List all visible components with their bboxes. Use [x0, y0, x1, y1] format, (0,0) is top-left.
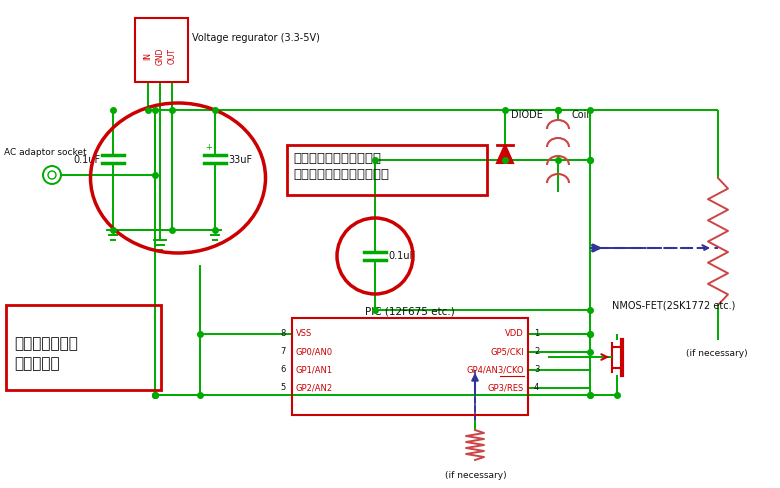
- Text: 5: 5: [281, 384, 286, 392]
- Text: OUT: OUT: [168, 48, 176, 64]
- Text: (if necessary): (if necessary): [445, 471, 507, 480]
- Text: GP4/AN3/CKO: GP4/AN3/CKO: [466, 366, 524, 374]
- Text: 0.1uF: 0.1uF: [388, 251, 415, 261]
- Text: PIC (12F675 etc.): PIC (12F675 etc.): [365, 306, 455, 316]
- Text: マイコンの誤動作防止用: マイコンの誤動作防止用: [293, 152, 381, 165]
- Text: GP5/CKI: GP5/CKI: [491, 347, 524, 357]
- Text: VSS: VSS: [296, 329, 312, 339]
- Text: GP1/AN1: GP1/AN1: [296, 366, 333, 374]
- Text: GP2/AN2: GP2/AN2: [296, 384, 333, 392]
- Text: 33uF: 33uF: [228, 155, 252, 165]
- Text: GP3/RES: GP3/RES: [488, 384, 524, 392]
- Text: 3: 3: [534, 366, 540, 374]
- Text: 0.1uF: 0.1uF: [73, 155, 100, 165]
- Bar: [292, 318, 528, 415]
- Text: 4: 4: [534, 384, 539, 392]
- Text: Coil: Coil: [572, 110, 590, 120]
- Text: （バイパス・コンデンサ）: （バイパス・コンデンサ）: [293, 168, 389, 181]
- Text: AC adaptor socket: AC adaptor socket: [4, 148, 87, 157]
- Text: GND: GND: [155, 47, 165, 65]
- Text: IN: IN: [144, 52, 153, 60]
- Text: レギュレータの: レギュレータの: [14, 336, 78, 351]
- Text: Voltage regurator (3.3-5V): Voltage regurator (3.3-5V): [192, 33, 320, 43]
- Text: 発振防止用: 発振防止用: [14, 356, 59, 371]
- Text: 1: 1: [534, 329, 539, 339]
- Text: (if necessary): (if necessary): [686, 349, 747, 358]
- Bar: [287, 145, 487, 195]
- Text: 6: 6: [281, 366, 286, 374]
- Bar: [6, 305, 161, 390]
- Text: NMOS-FET(2SK1772 etc.): NMOS-FET(2SK1772 etc.): [612, 300, 736, 310]
- Text: DIODE: DIODE: [511, 110, 543, 120]
- Text: 2: 2: [534, 347, 539, 357]
- Polygon shape: [497, 145, 513, 163]
- Text: 7: 7: [281, 347, 286, 357]
- Text: GP0/AN0: GP0/AN0: [296, 347, 333, 357]
- Text: VDD: VDD: [505, 329, 524, 339]
- Text: 8: 8: [281, 329, 286, 339]
- Bar: [135, 18, 188, 82]
- Text: +: +: [205, 143, 212, 152]
